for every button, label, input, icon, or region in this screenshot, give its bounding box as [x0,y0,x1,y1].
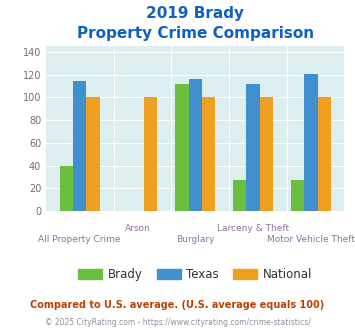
Bar [317,97,331,211]
Bar [304,74,317,211]
Bar [73,82,86,211]
Bar [291,181,304,211]
Text: Compared to U.S. average. (U.S. average equals 100): Compared to U.S. average. (U.S. average … [31,300,324,310]
Text: © 2025 CityRating.com - https://www.cityrating.com/crime-statistics/: © 2025 CityRating.com - https://www.city… [45,318,310,327]
Bar [202,97,215,211]
Title: 2019 Brady
Property Crime Comparison: 2019 Brady Property Crime Comparison [77,6,314,41]
Text: Arson: Arson [125,224,150,233]
Text: Larceny & Theft: Larceny & Theft [217,224,289,233]
Bar [189,79,202,211]
Text: Burglary: Burglary [176,235,214,244]
Bar [246,84,260,211]
Bar [60,166,73,211]
Bar [175,84,189,211]
Bar [233,181,246,211]
Text: All Property Crime: All Property Crime [38,235,121,244]
Bar [86,97,100,211]
Bar [144,97,157,211]
Bar [260,97,273,211]
Legend: Brady, Texas, National: Brady, Texas, National [73,263,317,286]
Text: Motor Vehicle Theft: Motor Vehicle Theft [267,235,355,244]
